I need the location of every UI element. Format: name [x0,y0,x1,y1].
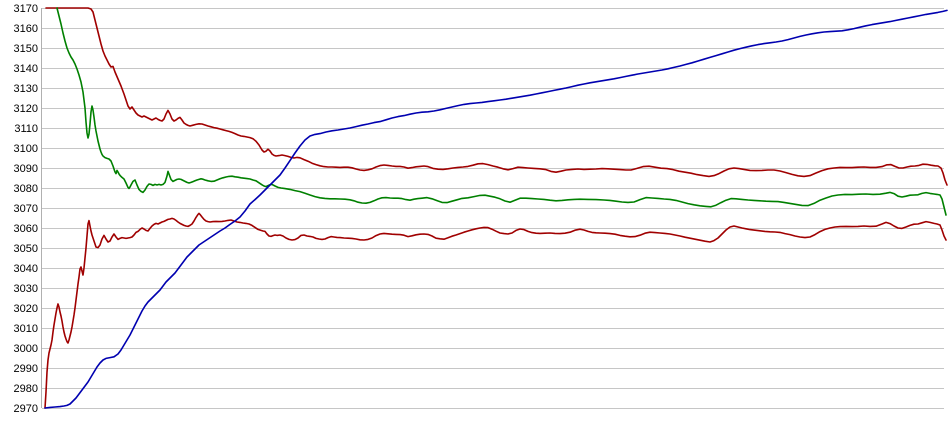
y-axis-label: 2990 [14,363,38,375]
y-axis-label: 3130 [14,83,38,95]
y-axis-label: 3030 [14,283,38,295]
y-axis-label: 3120 [14,103,38,115]
y-axis-label: 3160 [14,23,38,35]
y-axis-label: 3010 [14,323,38,335]
y-axis-label: 3170 [14,3,38,15]
y-axis-label: 2980 [14,383,38,395]
y-axis-label: 2970 [14,403,38,415]
y-axis-label: 3100 [14,143,38,155]
y-axis-label: 3060 [14,223,38,235]
red-upper-line [45,7,948,186]
y-axis-label: 3000 [14,343,38,355]
gridlines [42,8,944,409]
red-lower-line [44,212,947,409]
blue-rising-line [44,9,948,409]
y-axis-label: 3070 [14,203,38,215]
y-axis-label: 3040 [14,263,38,275]
series-lines [44,7,948,409]
y-axis-label: 3080 [14,183,38,195]
y-axis-label: 3050 [14,243,38,255]
y-axis-label: 3150 [14,43,38,55]
y-axis-label: 3020 [14,303,38,315]
green-middle-line [56,7,947,216]
y-axis-label: 3140 [14,63,38,75]
y-axis-labels: 3170 3160 3150 3140 3130 3120 3110 3100 3090 3080… [14,3,38,415]
y-axis-label: 3110 [14,123,38,135]
y-axis-label: 3090 [14,163,38,175]
